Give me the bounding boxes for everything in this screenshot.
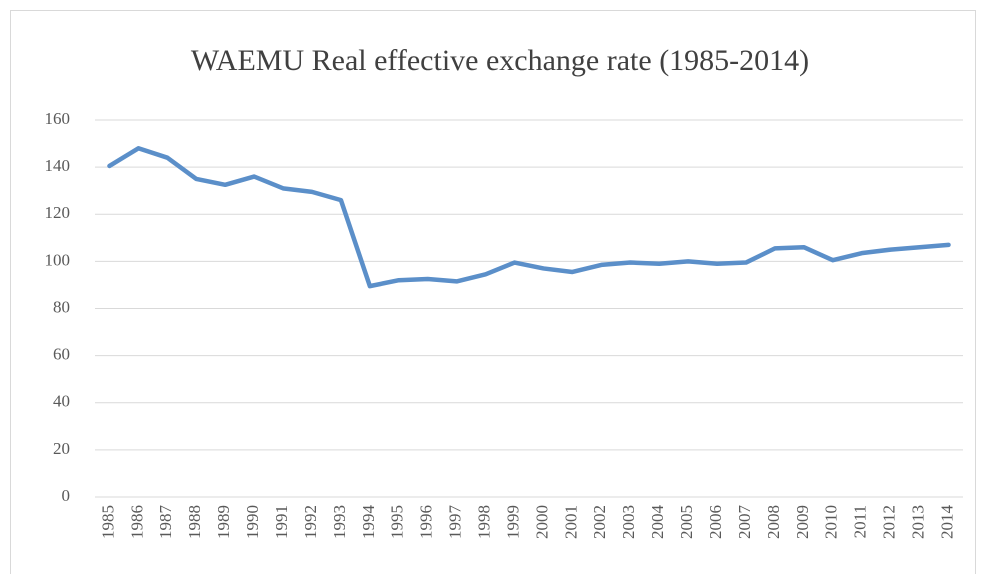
x-tick-label: 1985 bbox=[98, 505, 117, 539]
x-tick-label: 2003 bbox=[619, 505, 638, 539]
x-tick-label: 1992 bbox=[301, 505, 320, 539]
x-tick-label: 1987 bbox=[156, 505, 175, 540]
y-tick-label: 60 bbox=[53, 345, 70, 364]
x-tick-label: 2010 bbox=[822, 505, 841, 539]
x-tick-label: 1998 bbox=[475, 505, 494, 539]
y-tick-label: 80 bbox=[53, 297, 70, 316]
x-tick-label: 1989 bbox=[214, 505, 233, 539]
x-tick-label: 1990 bbox=[243, 505, 262, 539]
y-tick-label: 140 bbox=[45, 156, 71, 175]
y-tick-label: 120 bbox=[45, 203, 71, 222]
x-tick-label: 2013 bbox=[909, 505, 928, 539]
x-tick-label: 1988 bbox=[185, 505, 204, 539]
x-tick-label: 1993 bbox=[330, 505, 349, 539]
y-tick-label: 0 bbox=[62, 486, 71, 505]
x-tick-label: 1994 bbox=[359, 505, 378, 540]
x-tick-label: 2005 bbox=[677, 505, 696, 539]
x-tick-label: 2011 bbox=[851, 505, 870, 538]
x-tick-label: 1996 bbox=[417, 505, 436, 539]
chart-title: WAEMU Real effective exchange rate (1985… bbox=[191, 44, 809, 77]
y-tick-label: 40 bbox=[53, 392, 70, 411]
x-tick-label: 1995 bbox=[388, 505, 407, 539]
x-tick-label: 2004 bbox=[648, 505, 667, 540]
x-tick-label: 1991 bbox=[272, 505, 291, 539]
series-line bbox=[107, 146, 951, 289]
x-tick-label: 2014 bbox=[937, 505, 956, 540]
x-tick-label: 2000 bbox=[532, 505, 551, 539]
chart-border bbox=[10, 10, 976, 574]
y-tick-label: 100 bbox=[45, 250, 71, 269]
y-tick-label: 160 bbox=[45, 109, 71, 128]
x-tick-label: 2009 bbox=[793, 505, 812, 539]
x-tick-label: 2006 bbox=[706, 505, 725, 539]
x-tick-label: 1986 bbox=[127, 505, 146, 539]
x-tick-label: 2012 bbox=[880, 505, 899, 539]
y-tick-label: 20 bbox=[53, 439, 70, 458]
x-tick-label: 2007 bbox=[735, 505, 754, 540]
x-tick-label: 1997 bbox=[446, 505, 465, 540]
x-tick-label: 2001 bbox=[561, 505, 580, 539]
x-tick-label: 2008 bbox=[764, 505, 783, 539]
x-tick-label: 2002 bbox=[590, 505, 609, 539]
x-tick-label: 1999 bbox=[503, 505, 522, 539]
